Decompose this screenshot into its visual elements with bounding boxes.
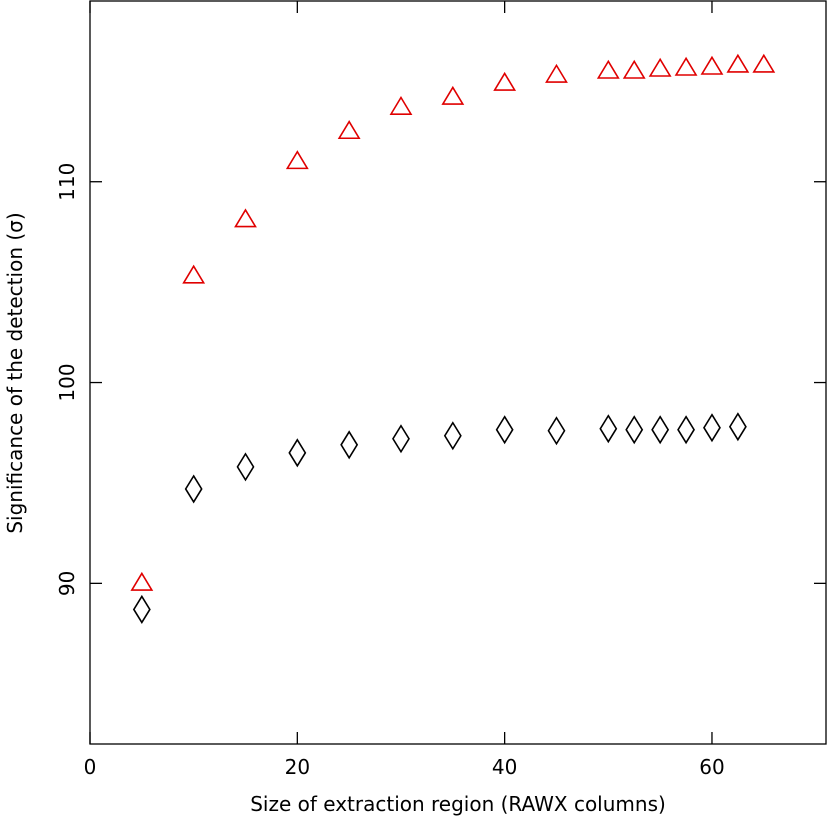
triangle-marker [182, 264, 206, 284]
diamond-marker [184, 474, 203, 504]
triangle-marker [285, 150, 309, 170]
triangle-marker [130, 571, 154, 591]
diamond-marker [288, 438, 307, 468]
diamond-marker [677, 415, 695, 445]
diamond-marker [703, 413, 721, 443]
data-markers [130, 53, 776, 624]
x-axis-label: Size of extraction region (RAWX columns) [250, 792, 666, 816]
diamond-marker [443, 421, 462, 451]
triangle-marker [726, 53, 750, 73]
y-tick-label: 90 [55, 571, 79, 596]
triangle-marker [545, 63, 568, 83]
triangle-marker [674, 56, 698, 76]
diamond-marker [625, 415, 644, 445]
triangle-marker [337, 120, 361, 140]
y-tick-label: 100 [55, 363, 79, 401]
diamond-marker [132, 594, 151, 624]
triangle-marker [700, 55, 724, 75]
diamond-marker [599, 414, 618, 444]
x-tick-label: 40 [492, 755, 517, 779]
diamond-marker [728, 412, 747, 442]
axis-ticks [89, 1, 826, 744]
diamond-marker [651, 415, 670, 445]
y-tick-label: 110 [55, 163, 79, 201]
triangle-marker [648, 57, 672, 77]
diamond-marker [495, 415, 514, 445]
triangle-marker [389, 95, 413, 115]
x-tick-label: 60 [699, 755, 724, 779]
diamond-marker [236, 452, 255, 482]
y-axis-label: Significance of the detection (σ) [3, 212, 27, 533]
triangle-marker [234, 208, 257, 228]
diamond-marker [547, 416, 566, 446]
triangle-marker [493, 71, 517, 91]
diamond-marker [392, 424, 410, 454]
triangle-marker [596, 59, 620, 79]
triangle-marker [441, 85, 465, 105]
diamond-marker [340, 430, 359, 460]
x-tick-label: 0 [84, 755, 97, 779]
triangle-marker [622, 59, 646, 79]
plot-frame [89, 0, 827, 745]
triangle-marker [752, 53, 776, 73]
axis-tick-labels: 0 20 40 60 90 100 110 [55, 163, 725, 779]
x-tick-label: 20 [285, 755, 310, 779]
